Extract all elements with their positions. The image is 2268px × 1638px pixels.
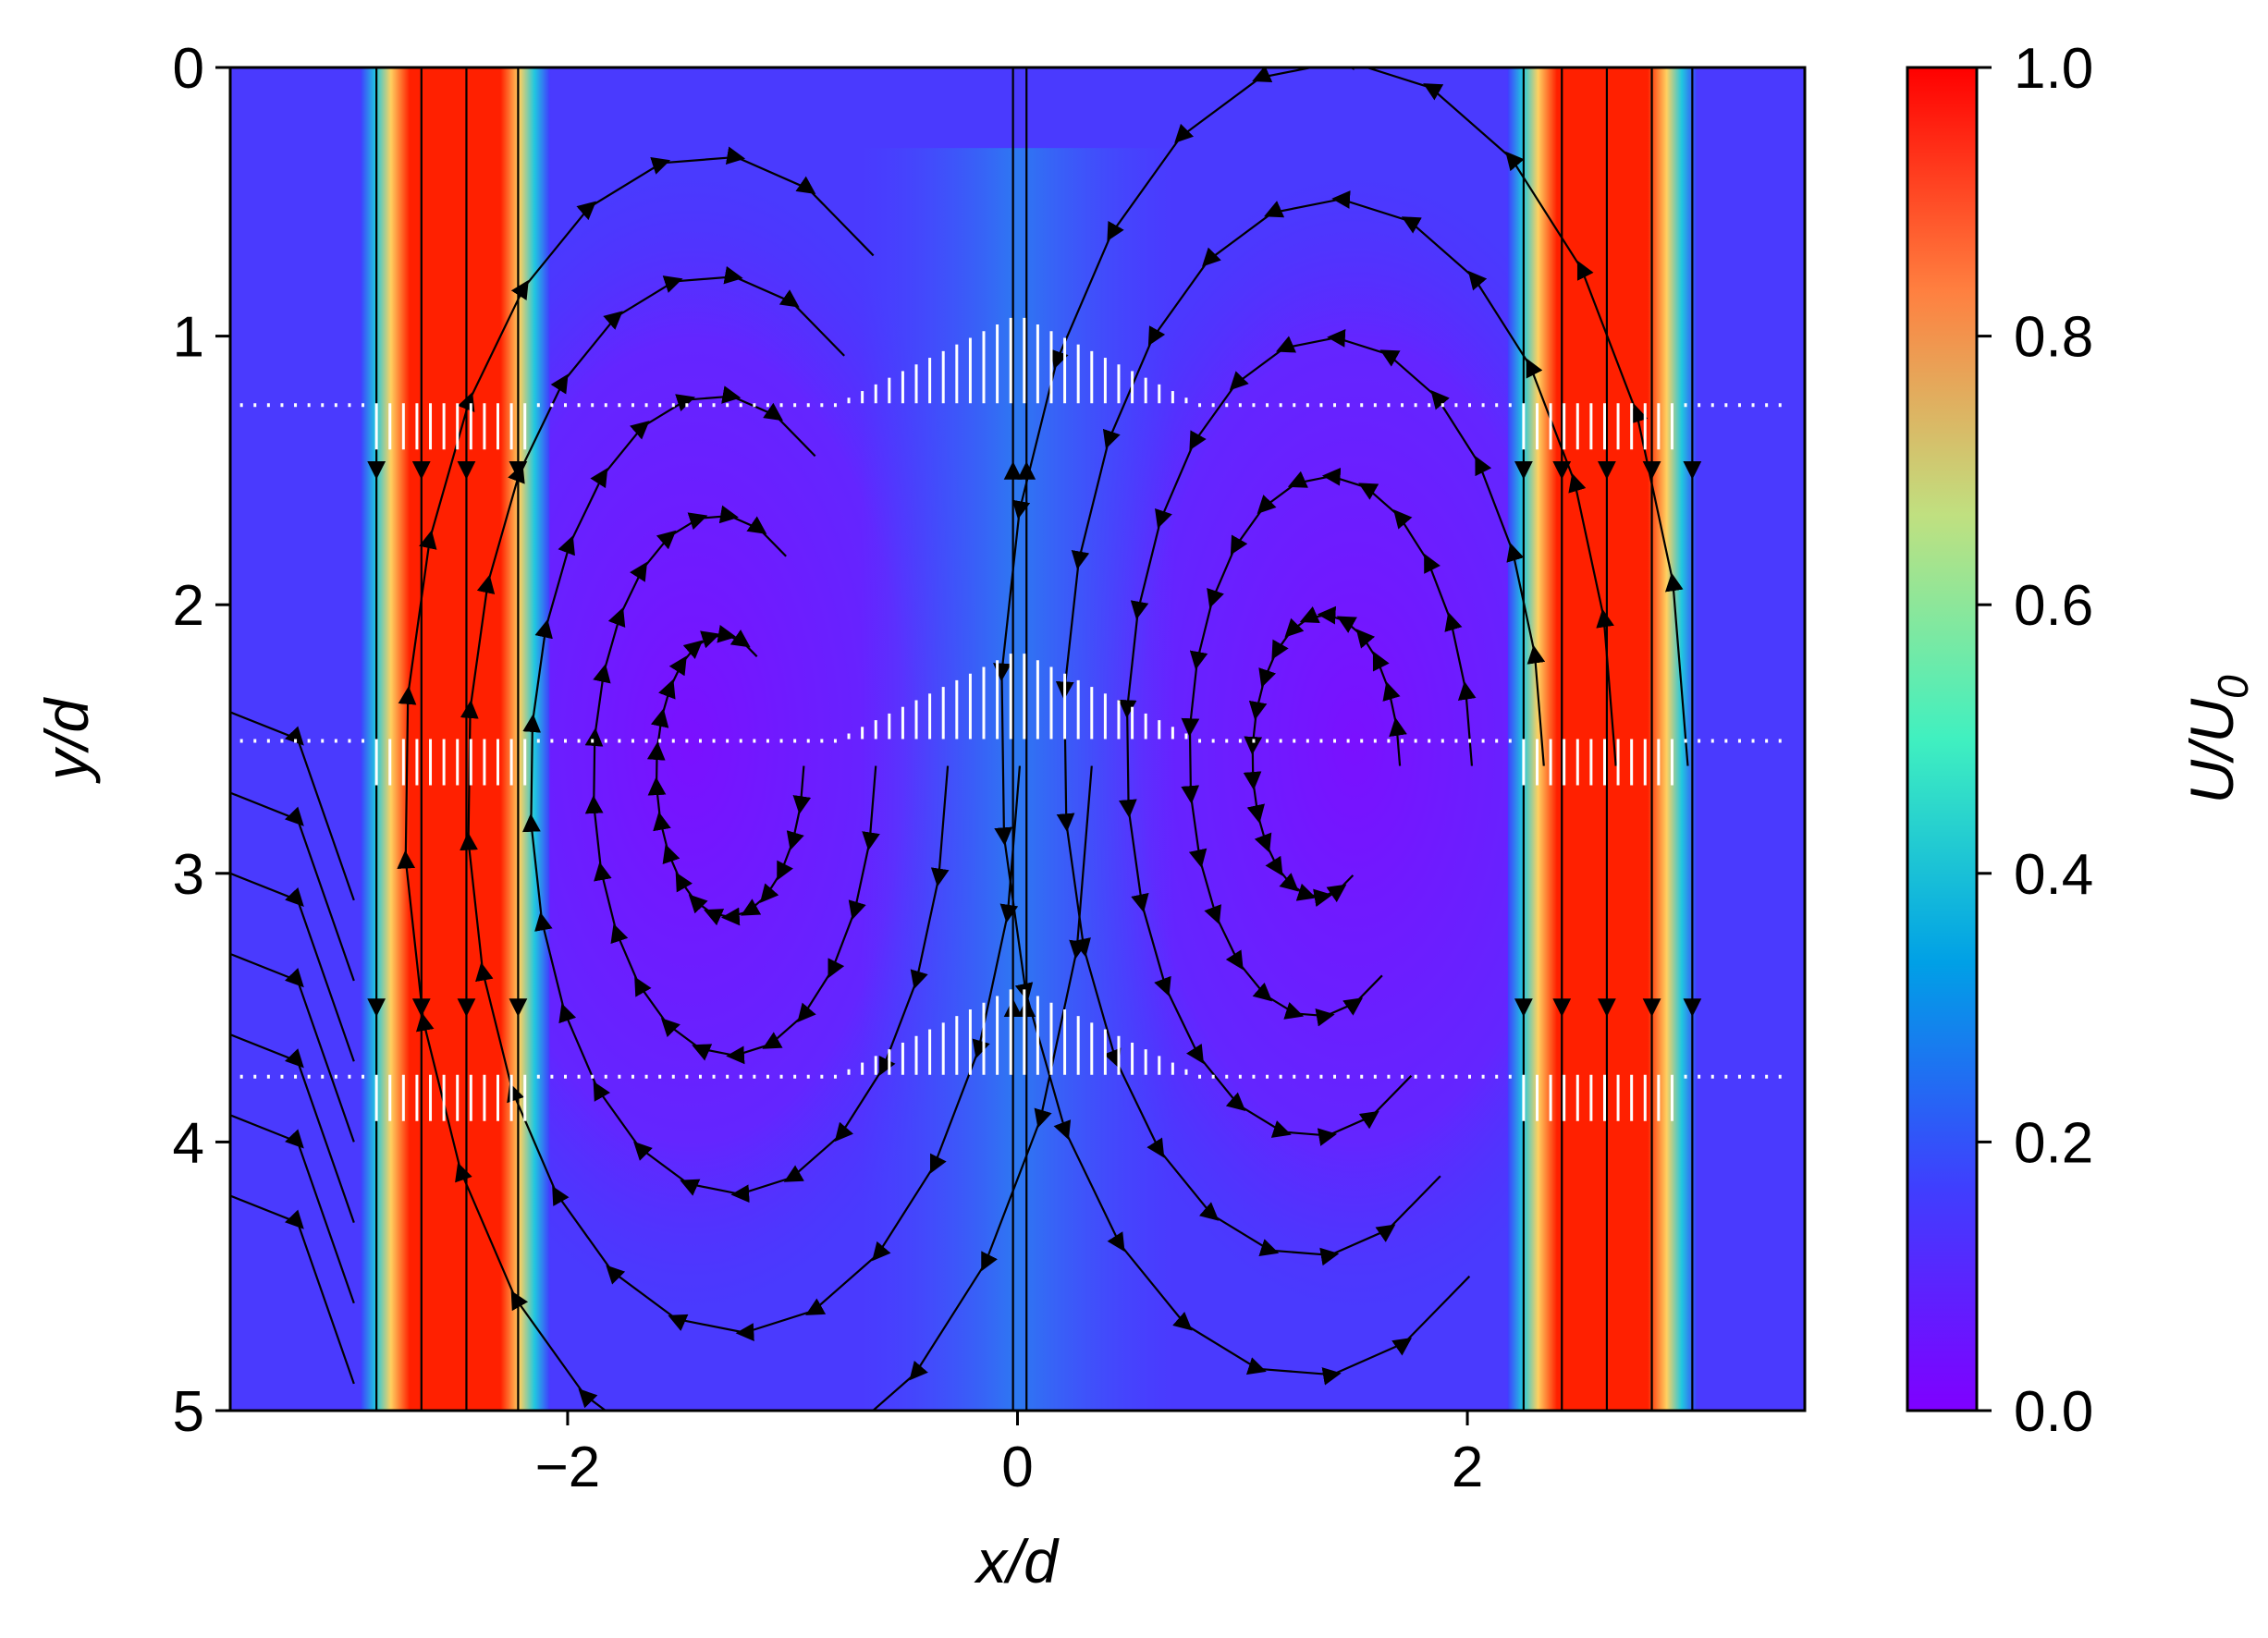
velocity-row-0 xyxy=(239,317,1782,450)
y-tick-label-1: 1 xyxy=(173,306,204,370)
streamline-24 xyxy=(230,952,355,1143)
y-tick-label-2: 2 xyxy=(173,574,204,638)
streamline-21 xyxy=(230,711,355,901)
colorbar-tick-label-4: 0.8 xyxy=(2014,306,2093,370)
colorbar-title-subscript: 0 xyxy=(2209,675,2257,699)
x-tick-label-1: 0 xyxy=(1001,1436,1033,1499)
y-axis: 0 1 2 3 4 5 xyxy=(173,37,230,1444)
x-tick-label-2: 2 xyxy=(1452,1436,1483,1499)
x-tick-label-0: −2 xyxy=(535,1436,601,1499)
y-tick-label-3: 3 xyxy=(173,843,204,907)
colorbar-tick-label-2: 0.4 xyxy=(2014,843,2093,907)
colorbar-tick-label-3: 0.6 xyxy=(2014,574,2093,638)
x-axis-title: x/d xyxy=(974,1527,1060,1595)
streamlines xyxy=(230,67,1702,1411)
colorbar-tick-label-1: 0.2 xyxy=(2014,1111,2093,1175)
y-tick-label-4: 4 xyxy=(173,1111,204,1175)
x-axis: −2 0 2 xyxy=(535,1411,1483,1499)
streamline-26 xyxy=(230,1114,355,1304)
y-tick-label-5: 5 xyxy=(173,1380,204,1444)
colorbar: 0.0 0.2 0.4 0.6 0.8 1.0 U/U0 xyxy=(1906,37,2257,1444)
velocity-row-1 xyxy=(239,654,1782,786)
colorbar-tick-label-0: 0.0 xyxy=(2014,1380,2093,1444)
velocity-profile-arrows xyxy=(239,317,1782,1121)
colorbar-tick-label-5: 1.0 xyxy=(2014,37,2093,101)
streamline-25 xyxy=(230,1033,355,1223)
colorbar-scale xyxy=(1906,66,1979,1412)
streamline-15 xyxy=(397,146,1093,1411)
colorbar-title: U/U0 xyxy=(2177,675,2257,804)
velocity-row-2 xyxy=(239,989,1782,1121)
y-tick-label-0: 0 xyxy=(173,37,204,101)
y-axis-title: y/d xyxy=(32,697,101,784)
streamline-22 xyxy=(230,791,355,982)
streamline-27 xyxy=(230,1194,355,1385)
plot-area xyxy=(230,67,1805,1411)
streamline-20 xyxy=(993,67,1689,1386)
streamline-23 xyxy=(230,872,355,1062)
